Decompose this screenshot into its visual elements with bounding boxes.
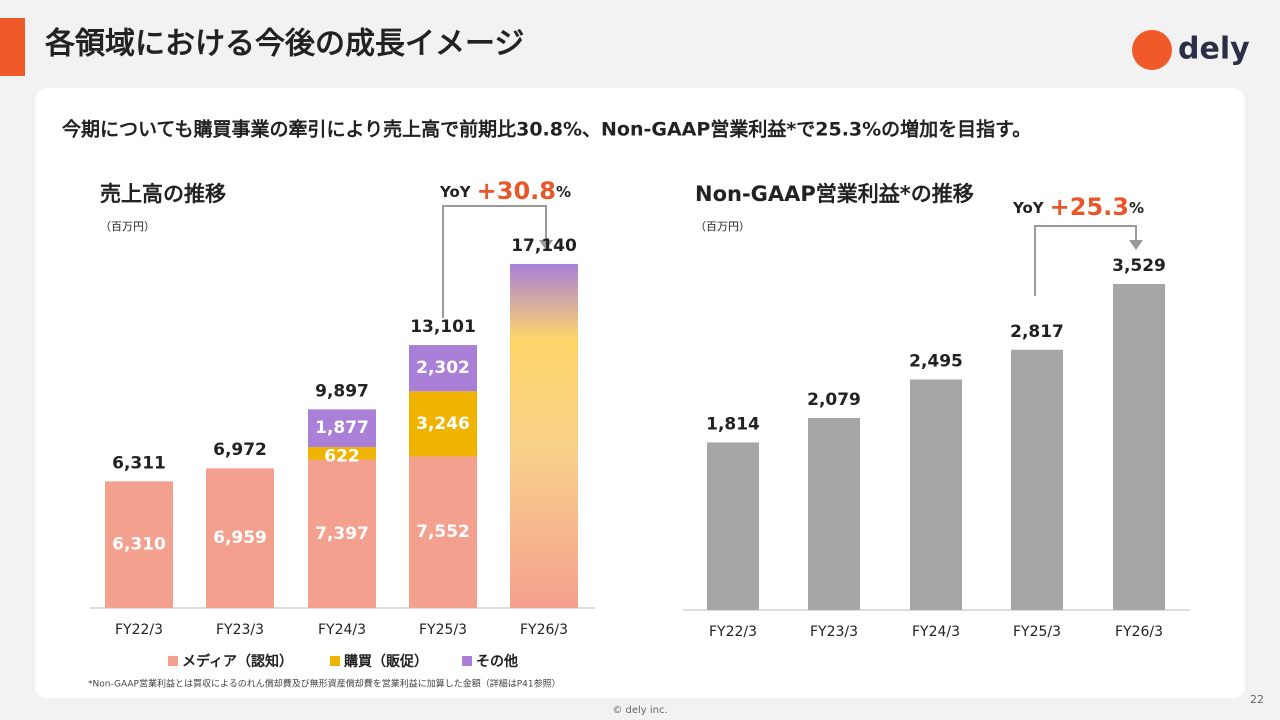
legend-label: その他 (476, 653, 518, 670)
footnote: *Non-GAAP営業利益とは買収によるのれん償却費及び無形資産償却費を営業利益… (88, 678, 561, 690)
page-number: 22 (1250, 693, 1264, 706)
legend-swatch (462, 656, 472, 666)
x-tick-label: FY24/3 (318, 622, 366, 638)
bar (1011, 349, 1063, 610)
x-tick-label: FY22/3 (115, 622, 163, 638)
x-tick-label: FY26/3 (520, 622, 568, 638)
bar-segment (206, 468, 274, 608)
chart-title: 売上高の推移 (100, 182, 226, 206)
logo-mark (1132, 30, 1172, 70)
data-label: 2,079 (807, 390, 861, 410)
yoy-arrow (539, 240, 553, 250)
legend-swatch (168, 656, 178, 666)
message: 今期についても購買事業の牽引により売上高で前期比30.8%、Non-GAAP営業… (62, 118, 1031, 141)
bar-segment (409, 456, 477, 608)
bar (707, 442, 759, 610)
data-label: 2,495 (909, 352, 963, 372)
data-label: 2,302 (416, 358, 470, 378)
bar (1113, 284, 1165, 610)
yoy-suffix: % (1129, 199, 1144, 217)
data-label: 6,310 (112, 535, 166, 555)
bar-segment (308, 409, 376, 448)
bar-segment (409, 391, 477, 457)
bar-segment (105, 481, 173, 608)
slide-title: 各領域における今後の成長イメージ (44, 27, 524, 62)
yoy-annotation: YoY +30.8% (439, 177, 571, 205)
data-label: 3,529 (1112, 256, 1166, 276)
legend-label: 購買（販促） (343, 653, 428, 670)
logo: dely (1178, 32, 1250, 67)
data-label: 3,246 (416, 414, 470, 434)
bar (910, 379, 962, 610)
yoy-suffix: % (556, 183, 571, 201)
yoy-prefix: YoY (1012, 199, 1045, 217)
bar-segment (409, 345, 477, 392)
x-tick-label: FY23/3 (216, 622, 264, 638)
bar (808, 417, 860, 610)
unit-label: （百万円） (100, 220, 155, 233)
x-tick-label: FY23/3 (810, 624, 858, 640)
x-tick-label: FY22/3 (709, 624, 757, 640)
data-label: 2,817 (1010, 322, 1064, 342)
total-label: 13,101 (410, 317, 476, 337)
total-label: 9,897 (315, 381, 369, 401)
unit-label: （百万円） (695, 220, 750, 233)
bar-segment (308, 459, 376, 608)
x-tick-label: FY25/3 (1013, 624, 1061, 640)
copyright: © dely inc. (612, 705, 667, 716)
legend-swatch (330, 656, 340, 666)
total-label: 6,311 (112, 453, 166, 473)
x-tick-label: FY26/3 (1115, 624, 1163, 640)
bar (510, 264, 578, 608)
data-label: 1,814 (706, 414, 760, 434)
bar-segment (308, 447, 376, 460)
data-label: 1,877 (315, 418, 369, 438)
data-label: 622 (324, 446, 360, 466)
legend-label: メディア（認知） (182, 653, 293, 670)
yoy-bracket (1034, 225, 1137, 296)
yoy-value: +30.8 (477, 177, 556, 205)
total-label: 17,140 (511, 236, 577, 256)
yoy-value: +25.3 (1050, 193, 1129, 221)
chart-title: Non-GAAP営業利益*の推移 (695, 182, 974, 206)
data-label: 6,959 (213, 528, 267, 548)
total-label: 6,972 (213, 440, 267, 460)
x-tick-label: FY24/3 (912, 624, 960, 640)
yoy-arrow (1129, 240, 1143, 250)
yoy-annotation: YoY +25.3% (1012, 193, 1144, 221)
yoy-prefix: YoY (439, 183, 472, 201)
accent-bar (0, 18, 25, 76)
yoy-bracket (442, 205, 547, 318)
data-label: 7,552 (416, 522, 470, 542)
x-tick-label: FY25/3 (419, 622, 467, 638)
data-label: 7,397 (315, 524, 369, 544)
